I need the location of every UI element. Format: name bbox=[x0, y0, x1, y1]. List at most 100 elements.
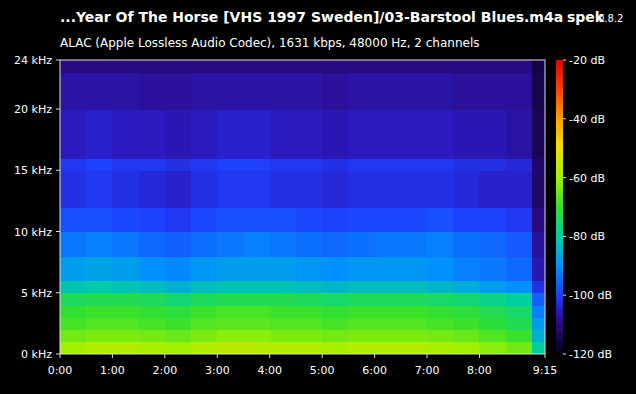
y-tick bbox=[56, 109, 60, 110]
cell bbox=[532, 60, 545, 73]
cell bbox=[270, 281, 297, 294]
cell bbox=[139, 232, 166, 257]
cell bbox=[86, 305, 113, 318]
cell bbox=[479, 232, 506, 257]
cell bbox=[191, 158, 218, 171]
colorbar-tick-label: -20 dB bbox=[569, 54, 605, 67]
cell bbox=[375, 330, 402, 343]
plot-area bbox=[60, 60, 545, 354]
cell bbox=[244, 60, 271, 73]
cell bbox=[506, 305, 533, 318]
cell bbox=[217, 293, 244, 306]
cell bbox=[375, 293, 402, 306]
cell bbox=[532, 72, 545, 109]
cell bbox=[427, 330, 454, 343]
cell bbox=[139, 293, 166, 306]
cell bbox=[453, 72, 480, 109]
cell bbox=[217, 342, 244, 354]
cell bbox=[191, 60, 218, 73]
cell bbox=[191, 342, 218, 354]
cell bbox=[296, 158, 323, 171]
cell bbox=[506, 232, 533, 257]
cell bbox=[296, 305, 323, 318]
cell bbox=[112, 60, 139, 73]
cell bbox=[322, 170, 349, 207]
cell bbox=[191, 317, 218, 330]
cell bbox=[296, 317, 323, 330]
cell bbox=[296, 293, 323, 306]
cell bbox=[191, 109, 218, 159]
cell bbox=[506, 60, 533, 73]
cell bbox=[401, 158, 428, 171]
cell bbox=[86, 342, 113, 354]
app-version: 0.8.2 bbox=[598, 13, 623, 24]
cell bbox=[479, 109, 506, 159]
cell bbox=[244, 317, 271, 330]
cell bbox=[139, 60, 166, 73]
colorbar-tick-label: -120 dB bbox=[569, 348, 612, 361]
cell bbox=[427, 109, 454, 159]
cell bbox=[427, 342, 454, 354]
cell bbox=[375, 207, 402, 232]
cell bbox=[86, 317, 113, 330]
cell bbox=[401, 281, 428, 294]
cell bbox=[296, 281, 323, 294]
cell bbox=[112, 207, 139, 232]
cell bbox=[112, 72, 139, 109]
cell bbox=[139, 207, 166, 232]
x-tick-label: 7:00 bbox=[415, 364, 440, 377]
cell bbox=[322, 207, 349, 232]
cell bbox=[322, 158, 349, 171]
cell bbox=[165, 330, 192, 343]
plot-frame bbox=[60, 60, 545, 354]
cell bbox=[348, 305, 375, 318]
cell bbox=[244, 232, 271, 257]
cell bbox=[270, 293, 297, 306]
cell bbox=[270, 232, 297, 257]
cell bbox=[86, 232, 113, 257]
cell bbox=[270, 109, 297, 159]
cell bbox=[479, 170, 506, 207]
cell bbox=[479, 281, 506, 294]
cell bbox=[217, 207, 244, 232]
cell bbox=[139, 305, 166, 318]
cell bbox=[217, 281, 244, 294]
cell bbox=[322, 109, 349, 159]
cell bbox=[375, 158, 402, 171]
cell bbox=[296, 330, 323, 343]
cell bbox=[453, 109, 480, 159]
cell bbox=[401, 60, 428, 73]
cell bbox=[401, 170, 428, 207]
cell bbox=[86, 256, 113, 281]
cell bbox=[244, 170, 271, 207]
cell bbox=[217, 330, 244, 343]
cell bbox=[401, 232, 428, 257]
cell bbox=[86, 72, 113, 109]
y-tick-label: 0 kHz bbox=[21, 348, 52, 361]
cell bbox=[401, 305, 428, 318]
cell bbox=[191, 293, 218, 306]
cell bbox=[165, 232, 192, 257]
cell bbox=[322, 281, 349, 294]
cell bbox=[270, 330, 297, 343]
cell bbox=[165, 256, 192, 281]
cells bbox=[60, 60, 545, 354]
subtitle: ALAC (Apple Lossless Audio Codec), 1631 … bbox=[60, 36, 479, 50]
cell bbox=[296, 109, 323, 159]
x-tick bbox=[60, 354, 61, 358]
cell bbox=[322, 317, 349, 330]
cell bbox=[532, 170, 545, 207]
cell bbox=[270, 305, 297, 318]
cell bbox=[479, 158, 506, 171]
cell bbox=[112, 305, 139, 318]
cell bbox=[453, 232, 480, 257]
x-tick bbox=[374, 354, 375, 358]
x-tick bbox=[217, 354, 218, 358]
x-tick bbox=[427, 354, 428, 358]
cell bbox=[532, 207, 545, 232]
cell bbox=[532, 317, 545, 330]
cell bbox=[506, 330, 533, 343]
cell bbox=[270, 256, 297, 281]
cell bbox=[217, 317, 244, 330]
cell bbox=[479, 60, 506, 73]
